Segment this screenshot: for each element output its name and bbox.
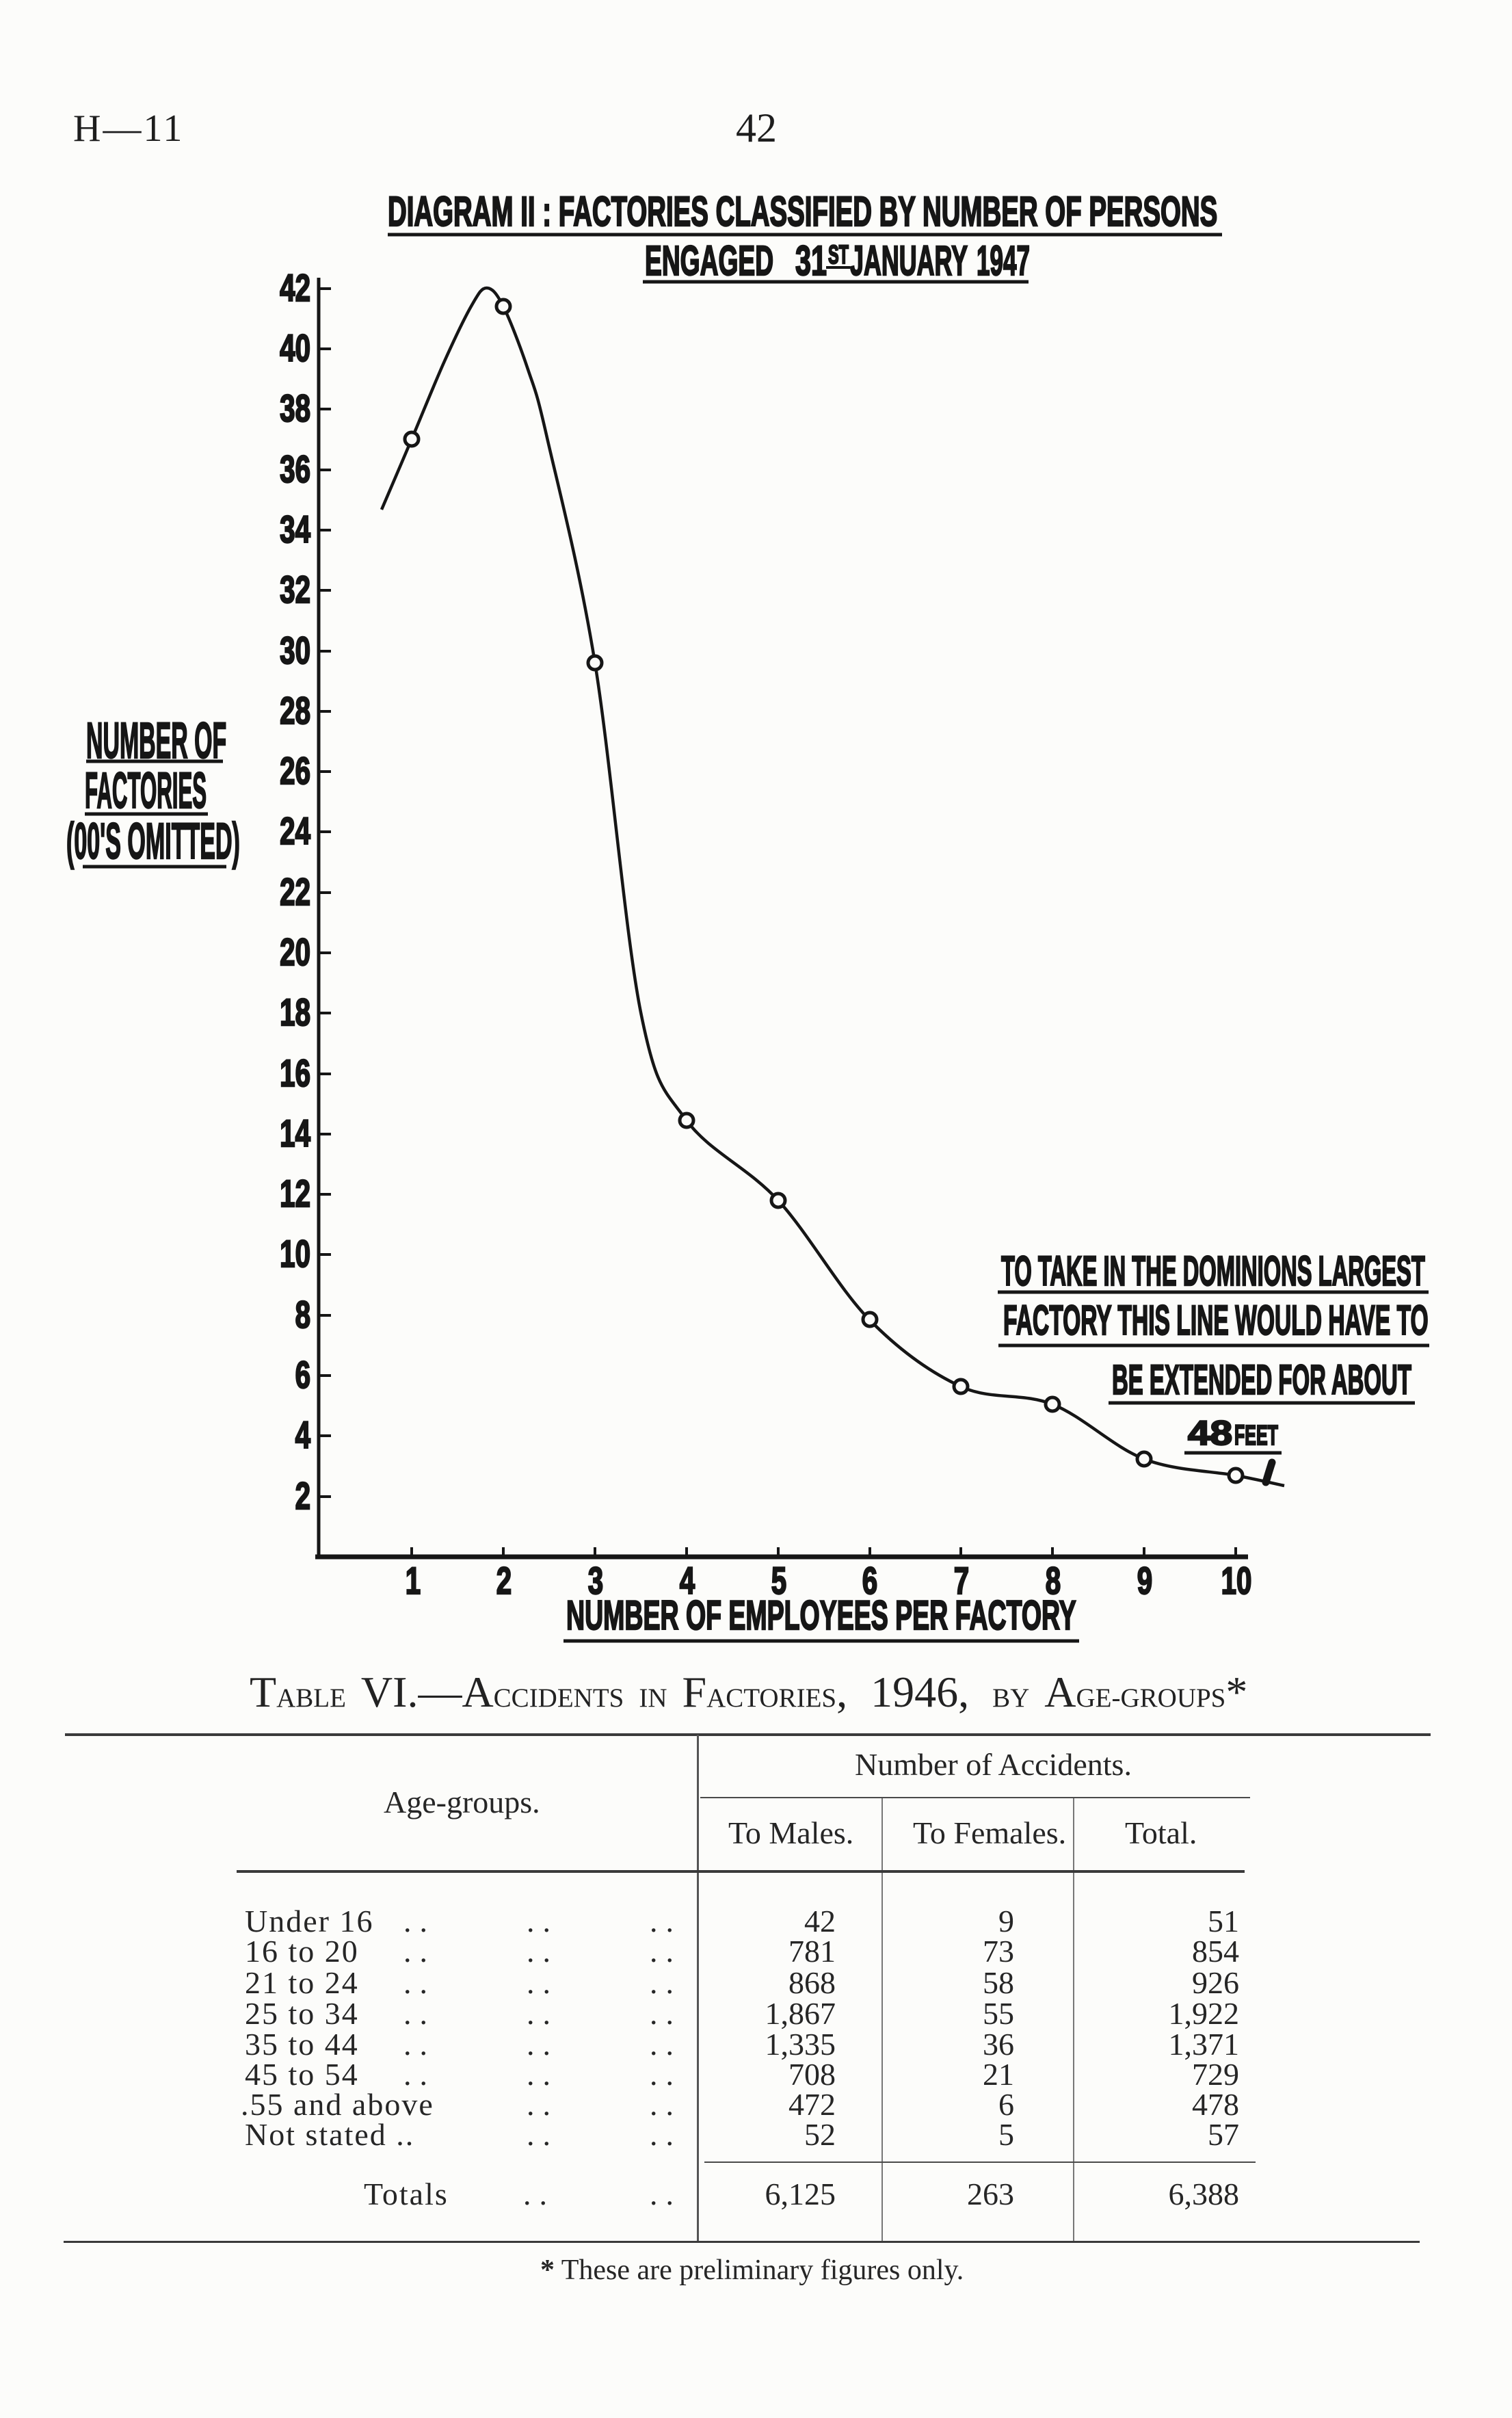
svg-text:ST: ST (828, 239, 849, 269)
svg-text:36: 36 (280, 449, 310, 491)
svg-text:48: 48 (1188, 1414, 1232, 1452)
svg-text:16: 16 (280, 1053, 310, 1095)
svg-text:10: 10 (1221, 1560, 1252, 1603)
svg-text:6: 6 (862, 1560, 877, 1603)
svg-text:(00'S OMITTED): (00'S OMITTED) (66, 813, 240, 869)
svg-text:2: 2 (295, 1475, 310, 1518)
svg-text:12: 12 (280, 1173, 310, 1215)
svg-text:34: 34 (280, 509, 310, 551)
svg-text:30: 30 (280, 630, 310, 672)
svg-text:42: 42 (280, 267, 310, 310)
svg-text:10: 10 (280, 1233, 310, 1276)
svg-text:2: 2 (496, 1560, 512, 1603)
svg-text:TO TAKE IN THE DOMINIONS LARGE: TO TAKE IN THE DOMINIONS LARGEST (1001, 1248, 1425, 1294)
svg-text:22: 22 (280, 871, 310, 914)
svg-text:1: 1 (406, 1560, 421, 1603)
svg-text:38: 38 (280, 388, 310, 430)
svg-text:JANUARY: JANUARY (850, 237, 968, 284)
svg-text:8: 8 (295, 1294, 310, 1337)
svg-text:3: 3 (588, 1560, 603, 1603)
svg-text:32: 32 (280, 569, 310, 612)
svg-text:FACTORY THIS LINE WOULD HAVE T: FACTORY THIS LINE WOULD HAVE TO (1003, 1298, 1429, 1344)
svg-text:ENGAGED: ENGAGED (645, 237, 773, 284)
svg-text:4: 4 (680, 1560, 695, 1603)
svg-text:7: 7 (954, 1560, 969, 1603)
svg-text:NUMBER OF EMPLOYEES PER FACTOR: NUMBER OF EMPLOYEES PER FACTORY (566, 1592, 1076, 1638)
svg-text:1947: 1947 (977, 237, 1030, 285)
svg-text:4: 4 (295, 1415, 310, 1457)
svg-text:9: 9 (1137, 1560, 1152, 1603)
svg-text:6: 6 (295, 1354, 310, 1397)
svg-text:8: 8 (1046, 1560, 1061, 1603)
svg-text:28: 28 (280, 690, 310, 733)
svg-text:40: 40 (280, 328, 310, 370)
svg-text:20: 20 (280, 932, 310, 974)
svg-text:BE EXTENDED FOR ABOUT: BE EXTENDED FOR ABOUT (1112, 1357, 1411, 1403)
svg-text:18: 18 (280, 992, 310, 1034)
svg-text:DIAGRAM II : FACTORIES CLASSIF: DIAGRAM II : FACTORIES CLASSIFIED BY NUM… (388, 188, 1217, 235)
svg-text:26: 26 (280, 750, 310, 793)
svg-text:24: 24 (280, 811, 310, 853)
svg-text:14: 14 (280, 1113, 310, 1155)
svg-text:FACTORIES: FACTORIES (85, 763, 207, 819)
svg-text:31: 31 (795, 238, 827, 285)
svg-text:5: 5 (771, 1560, 786, 1603)
svg-text:FEET: FEET (1234, 1420, 1278, 1451)
